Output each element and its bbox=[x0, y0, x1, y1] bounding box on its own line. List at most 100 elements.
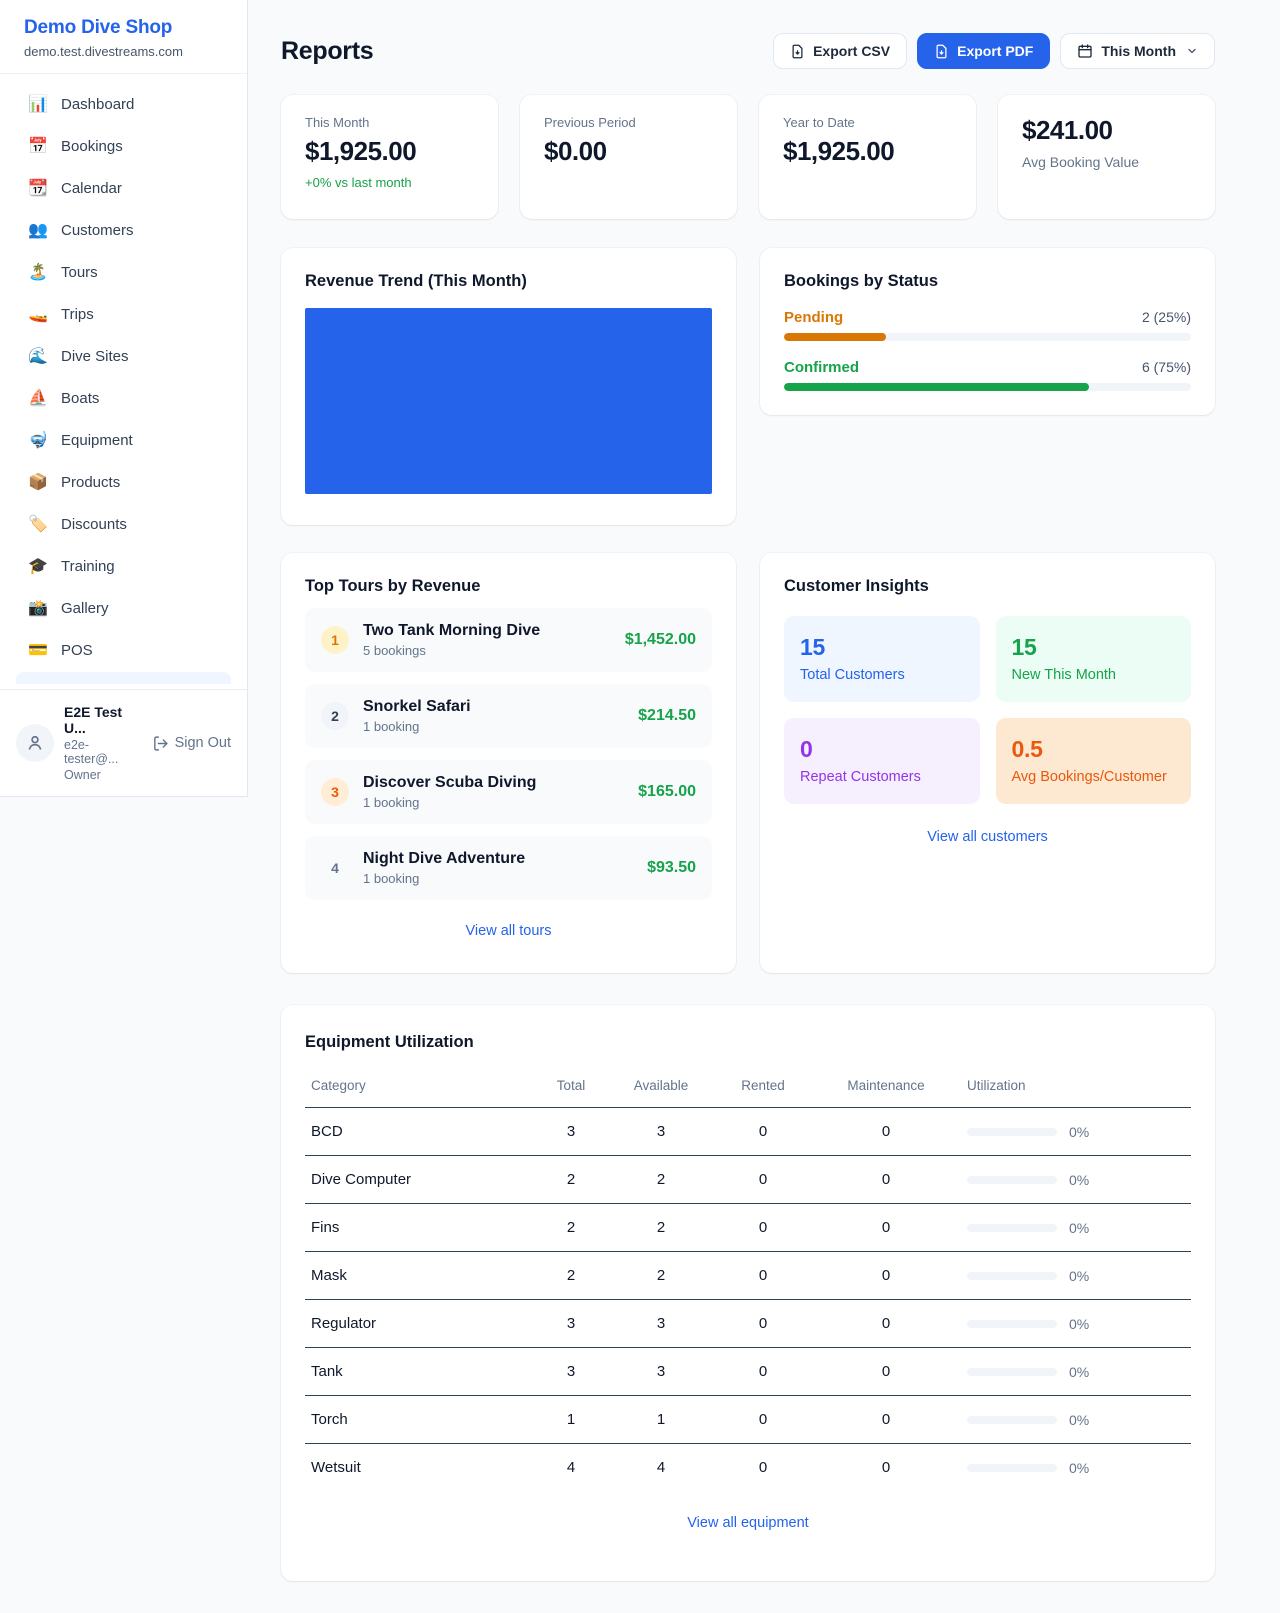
tour-name: Two Tank Morning Dive bbox=[363, 622, 541, 639]
sidebar-item-dashboard[interactable]: 📊 Dashboard bbox=[16, 84, 231, 124]
sign-out-label: Sign Out bbox=[174, 735, 231, 751]
utilization-pct: 0% bbox=[1069, 1267, 1090, 1284]
view-all-customers-link[interactable]: View all customers bbox=[927, 829, 1048, 845]
tile-label: Repeat Customers bbox=[800, 769, 921, 785]
shop-name: Demo Dive Shop bbox=[24, 17, 173, 38]
top-tours-card: Top Tours by Revenue 1 Two Tank Morning … bbox=[281, 553, 736, 973]
utilization-pct: 0% bbox=[1069, 1123, 1090, 1140]
cell-maintenance: 0 bbox=[811, 1155, 961, 1204]
sidebar-item-boats[interactable]: ⛵ Boats bbox=[16, 378, 231, 418]
sidebar-item-label: Gallery bbox=[61, 599, 109, 617]
sidebar-item-label: Products bbox=[61, 473, 121, 491]
sidebar-item-customers[interactable]: 👥 Customers bbox=[16, 210, 231, 250]
rank-badge: 2 bbox=[321, 702, 349, 730]
island-icon: 🏝️ bbox=[28, 264, 48, 281]
stat-label: Previous Period bbox=[544, 115, 636, 130]
file-download-icon bbox=[792, 44, 803, 58]
cell-total: 3 bbox=[535, 1299, 607, 1348]
tile-value: 15 bbox=[800, 634, 825, 660]
export-pdf-button[interactable]: Export PDF bbox=[917, 33, 1051, 69]
tour-amount: $93.50 bbox=[647, 859, 696, 876]
sidebar-item-training[interactable]: 🎓 Training bbox=[16, 546, 231, 586]
sidebar-item-reports-partial[interactable] bbox=[16, 672, 231, 684]
progress-track bbox=[784, 333, 1191, 341]
cell-category: Wetsuit bbox=[311, 1459, 361, 1477]
tour-amount: $1,452.00 bbox=[624, 631, 696, 648]
avatar bbox=[16, 724, 54, 762]
column-header-total: Total bbox=[535, 1070, 607, 1108]
tour-bookings: 5 bookings bbox=[363, 643, 426, 658]
stats-row: This Month $1,925.00 +0% vs last month P… bbox=[281, 95, 1215, 219]
tile-value: 0.5 bbox=[1011, 736, 1043, 762]
tour-bookings: 1 booking bbox=[363, 871, 420, 886]
customer-insights-title: Customer Insights bbox=[784, 577, 929, 595]
tour-name: Night Dive Adventure bbox=[363, 850, 526, 867]
calendar-icon bbox=[1078, 44, 1093, 58]
sidebar-item-bookings[interactable]: 📅 Bookings bbox=[16, 126, 231, 166]
equipment-utilization-card: Equipment Utilization Category Total Ava… bbox=[281, 1005, 1215, 1581]
stat-card-this-month: This Month $1,925.00 +0% vs last month bbox=[281, 95, 498, 219]
stat-card-previous-period: Previous Period $0.00 bbox=[520, 95, 737, 219]
cell-available: 3 bbox=[607, 1299, 715, 1348]
user-name: E2E Test U... bbox=[64, 704, 123, 736]
bookings-by-status-card: Bookings by Status Pending 2 (25%) Confi… bbox=[760, 248, 1215, 415]
table-row: Tank 3 3 0 0 0% bbox=[305, 1347, 1191, 1396]
tour-row: 2 Snorkel Safari 1 booking $214.50 bbox=[305, 684, 712, 748]
insights-row: Top Tours by Revenue 1 Two Tank Morning … bbox=[281, 553, 1215, 973]
credit-card-icon: 💳 bbox=[28, 642, 48, 659]
stat-label: Year to Date bbox=[783, 115, 855, 130]
user-meta: E2E Test U... e2e-tester@... Owner bbox=[64, 704, 142, 782]
sidebar-item-discounts[interactable]: 🏷️ Discounts bbox=[16, 504, 231, 544]
package-icon: 📦 bbox=[28, 474, 48, 491]
tour-amount: $214.50 bbox=[638, 707, 696, 724]
sidebar-item-equipment[interactable]: 🤿 Equipment bbox=[16, 420, 231, 460]
sidebar-item-products[interactable]: 📦 Products bbox=[16, 462, 231, 502]
tile-avg-bookings-customer: 0.5 Avg Bookings/Customer bbox=[995, 718, 1191, 804]
tile-repeat-customers: 0 Repeat Customers bbox=[784, 718, 980, 804]
cell-available: 3 bbox=[607, 1107, 715, 1156]
sidebar-item-tours[interactable]: 🏝️ Tours bbox=[16, 252, 231, 292]
cell-total: 2 bbox=[535, 1203, 607, 1252]
tour-row: 3 Discover Scuba Diving 1 booking $165.00 bbox=[305, 760, 712, 824]
stat-value: $1,925.00 bbox=[783, 136, 895, 166]
sidebar-item-gallery[interactable]: 📸 Gallery bbox=[16, 588, 231, 628]
cell-available: 3 bbox=[607, 1347, 715, 1396]
export-pdf-label: Export PDF bbox=[957, 43, 1034, 59]
sidebar-item-calendar[interactable]: 📆 Calendar bbox=[16, 168, 231, 208]
cell-category: Dive Computer bbox=[305, 1155, 535, 1204]
cell-total: 1 bbox=[535, 1395, 607, 1444]
user-email: e2e-tester@... bbox=[64, 738, 119, 766]
tour-name: Snorkel Safari bbox=[363, 698, 471, 715]
sign-out-button[interactable]: Sign Out bbox=[152, 735, 231, 752]
rank-badge: 4 bbox=[331, 860, 339, 876]
status-label-pending: Pending bbox=[784, 309, 844, 326]
rank-badge: 1 bbox=[321, 626, 349, 654]
view-all-tours-link[interactable]: View all tours bbox=[465, 923, 552, 939]
tile-label: New This Month bbox=[1011, 667, 1117, 683]
cell-category: Torch bbox=[305, 1395, 535, 1444]
file-download-icon bbox=[936, 44, 947, 58]
view-all-equipment-link[interactable]: View all equipment bbox=[687, 1514, 809, 1531]
table-row: Dive Computer 2 2 0 0 0% bbox=[305, 1155, 1191, 1204]
sailboat-icon: ⛵ bbox=[28, 390, 48, 407]
sidebar-item-dive-sites[interactable]: 🌊 Dive Sites bbox=[16, 336, 231, 376]
calendar-date-icon: 📅 bbox=[28, 138, 48, 155]
cell-available: 2 bbox=[607, 1203, 715, 1252]
period-dropdown[interactable]: This Month bbox=[1060, 33, 1215, 69]
revenue-trend-title: Revenue Trend (This Month) bbox=[305, 272, 527, 290]
tear-off-calendar-icon: 📆 bbox=[28, 180, 48, 197]
utilization-bar bbox=[967, 1415, 1057, 1424]
tour-amount: $165.00 bbox=[638, 783, 696, 800]
utilization-bar bbox=[967, 1127, 1057, 1136]
cell-maintenance: 0 bbox=[811, 1107, 961, 1156]
cell-category: Tank bbox=[305, 1347, 535, 1396]
period-label: This Month bbox=[1101, 43, 1176, 59]
camera-icon: 📸 bbox=[28, 600, 48, 617]
status-row-pending: Pending 2 (25%) bbox=[784, 309, 1191, 341]
cell-category: Regulator bbox=[305, 1299, 535, 1348]
utilization-bar bbox=[967, 1175, 1057, 1184]
sidebar-item-pos[interactable]: 💳 POS bbox=[16, 630, 231, 670]
sidebar-item-trips[interactable]: 🚤 Trips bbox=[16, 294, 231, 334]
sidebar-item-label: Training bbox=[61, 557, 115, 575]
export-csv-button[interactable]: Export CSV bbox=[773, 33, 908, 69]
